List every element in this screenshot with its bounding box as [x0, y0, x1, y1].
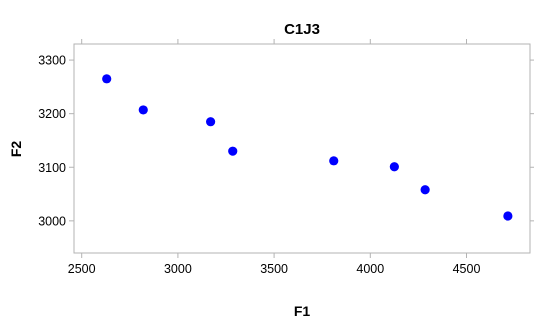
- data-point: [329, 156, 339, 166]
- y-tick-label: 3200: [38, 107, 66, 121]
- data-point: [420, 185, 430, 195]
- y-axis: 3000 3100 3200 3300: [38, 54, 534, 228]
- x-tick-label: 2500: [68, 262, 96, 276]
- x-axis: 2500 3000 3500 4000 4500: [68, 39, 481, 276]
- data-points: [102, 74, 513, 221]
- y-tick-label: 3300: [38, 54, 66, 68]
- plot-area: [73, 43, 531, 254]
- data-point: [228, 146, 238, 156]
- y-tick-label: 3000: [38, 214, 66, 228]
- x-axis-label: F1: [294, 303, 311, 319]
- data-point: [503, 211, 513, 221]
- data-point: [102, 74, 112, 84]
- data-point: [389, 162, 399, 172]
- y-tick-label: 3100: [38, 161, 66, 175]
- chart-title: C1J3: [284, 21, 320, 38]
- data-point: [206, 117, 216, 127]
- data-point: [138, 105, 148, 115]
- x-tick-label: 3000: [164, 262, 192, 276]
- x-tick-label: 4500: [453, 262, 481, 276]
- x-tick-label: 4000: [356, 262, 384, 276]
- x-tick-label: 3500: [260, 262, 288, 276]
- y-axis-label: F2: [8, 141, 24, 158]
